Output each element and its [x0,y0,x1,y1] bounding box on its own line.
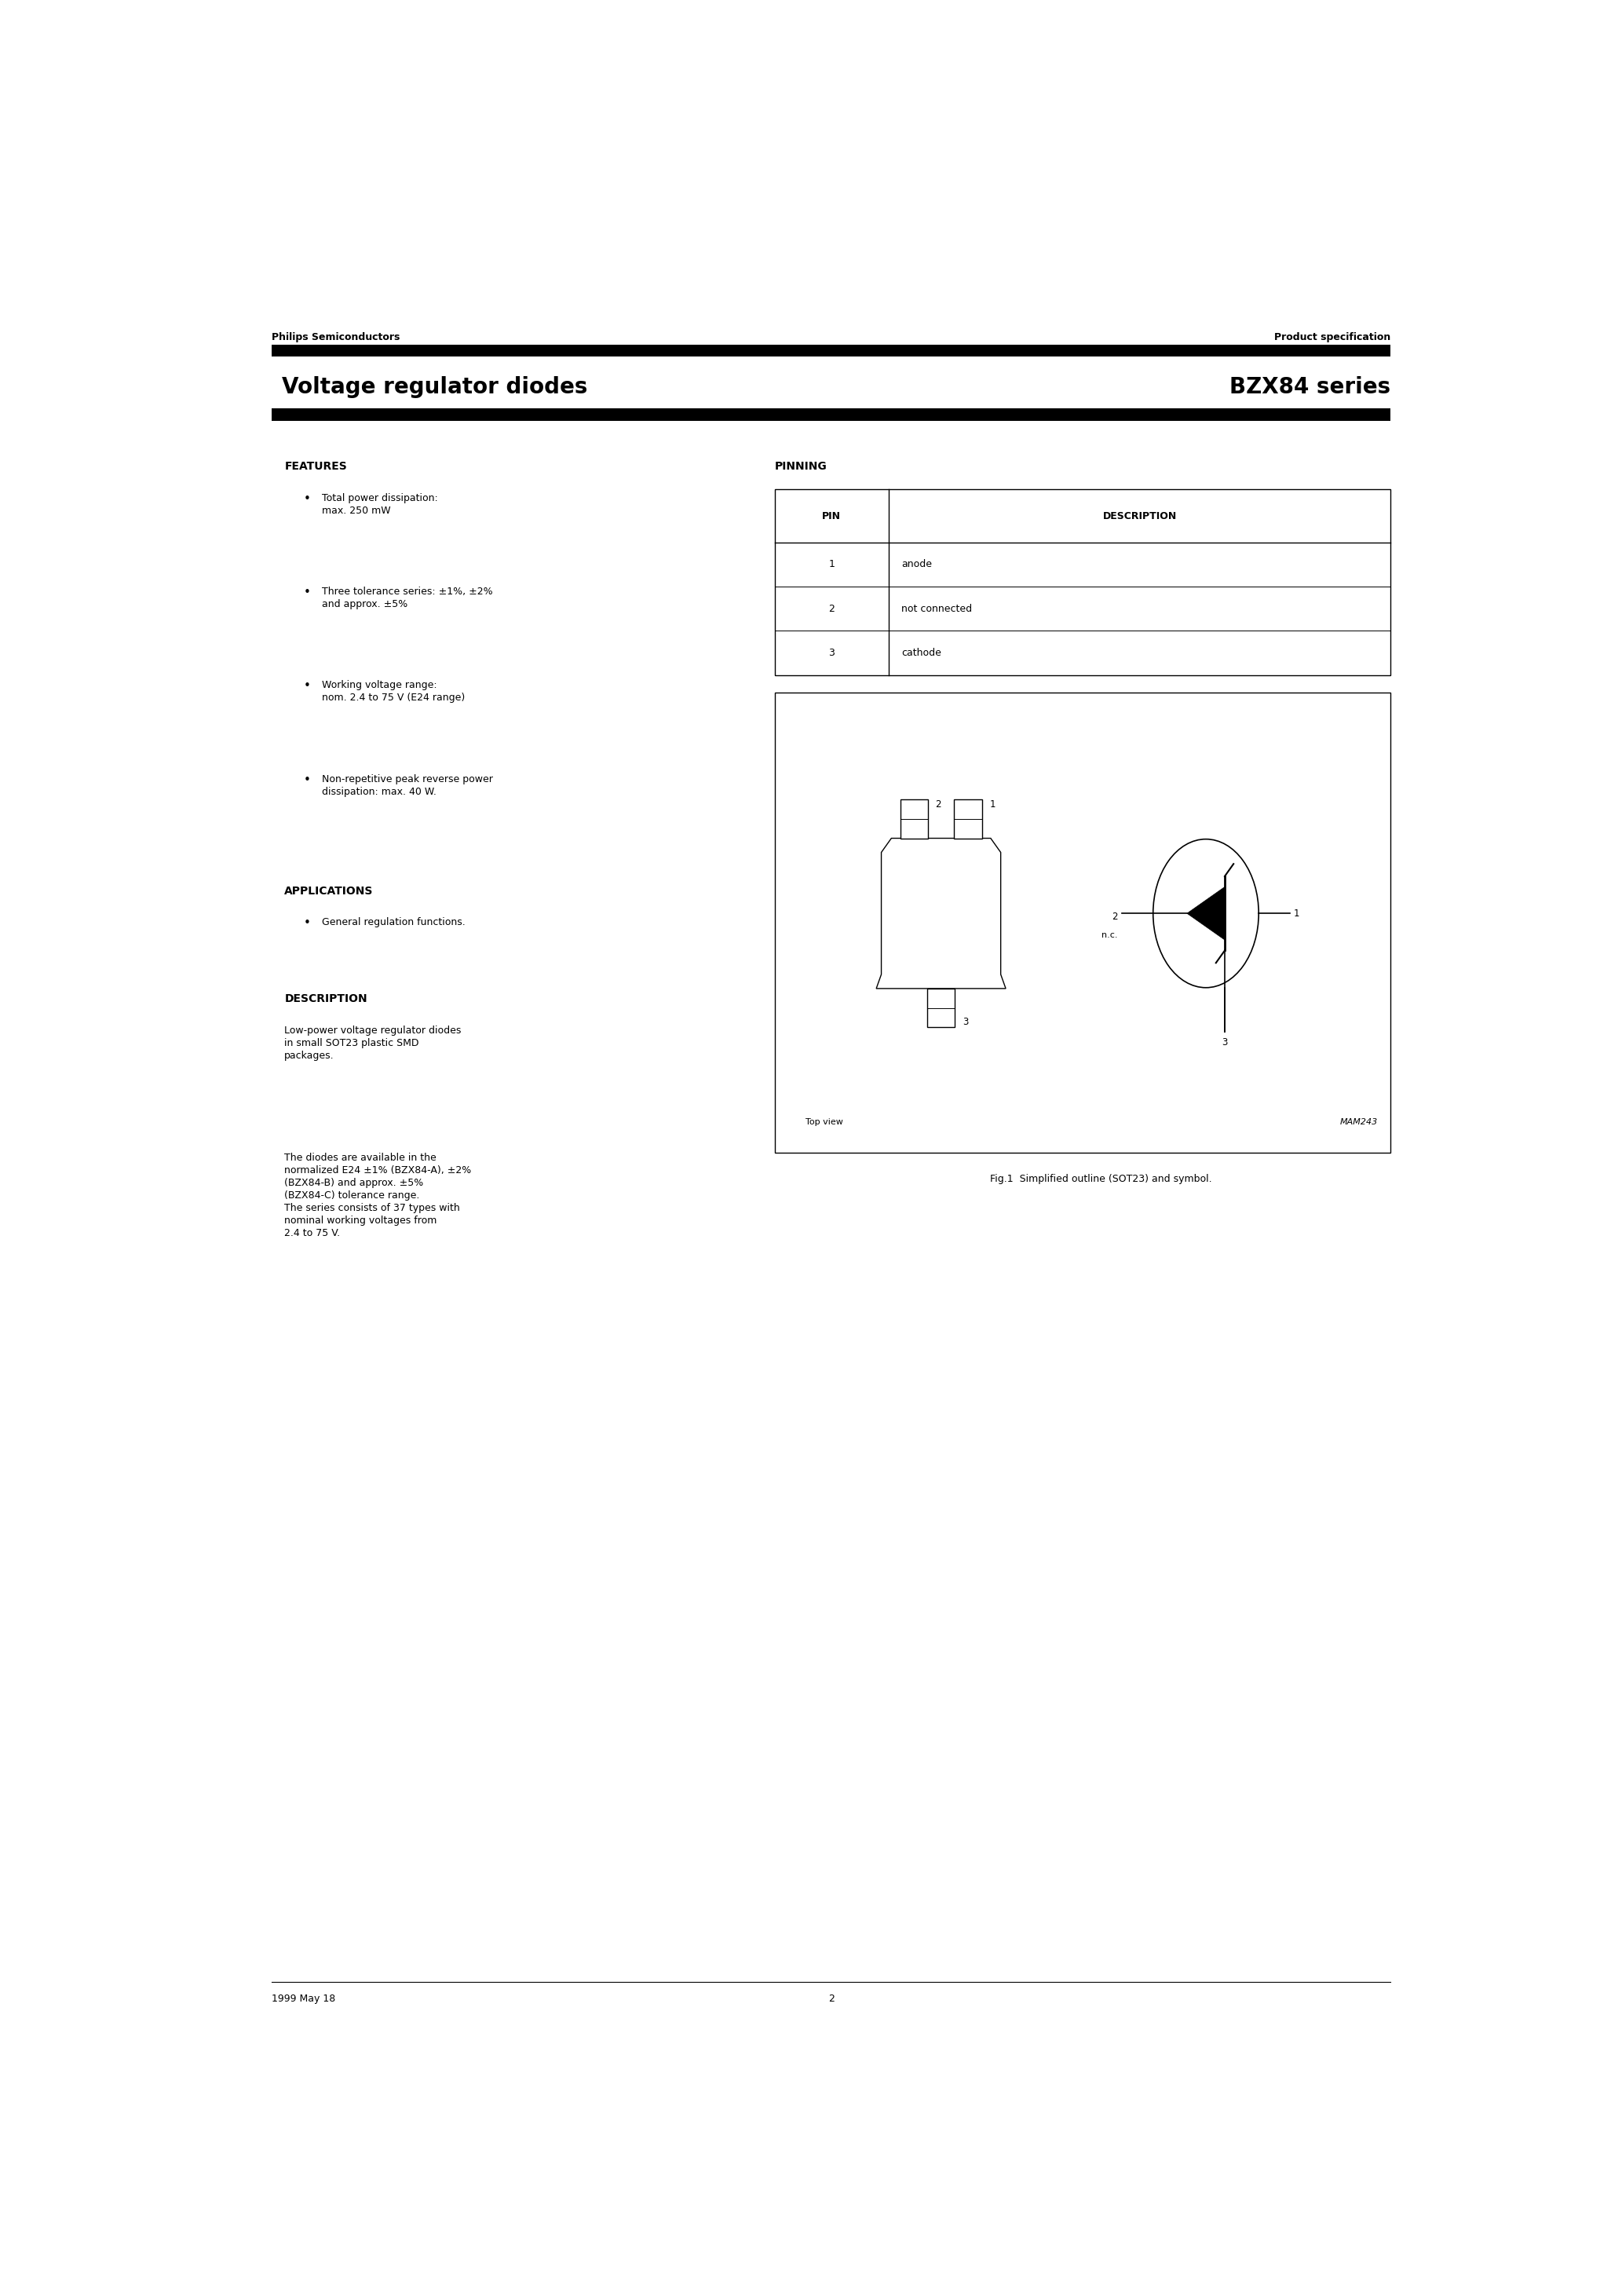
Text: Total power dissipation:
max. 250 mW: Total power dissipation: max. 250 mW [323,494,438,517]
Text: 1: 1 [1294,909,1299,918]
Bar [272,409,1390,420]
Text: anode: anode [902,560,933,569]
Text: 2: 2 [936,799,941,810]
Text: cathode: cathode [902,647,941,659]
Text: not connected: not connected [902,604,972,613]
Text: •: • [303,680,310,691]
Text: n.c.: n.c. [1101,923,1118,939]
Text: 1: 1 [829,560,835,569]
Bar [928,990,955,1026]
Text: 2: 2 [1113,912,1118,923]
Text: 2: 2 [829,604,835,613]
Bar [775,489,1390,675]
Text: •: • [303,588,310,599]
Text: Product specification: Product specification [1275,333,1390,342]
Text: 3: 3 [962,1017,968,1026]
Text: PINNING: PINNING [775,461,827,473]
Text: •: • [303,918,310,930]
Text: Working voltage range:
nom. 2.4 to 75 V (E24 range): Working voltage range: nom. 2.4 to 75 V … [323,680,466,703]
Text: Fig.1  Simplified outline (SOT23) and symbol.: Fig.1 Simplified outline (SOT23) and sym… [991,1173,1212,1185]
Text: 1: 1 [989,799,996,810]
Bar [272,344,1390,356]
Text: 3: 3 [829,647,835,659]
Text: FEATURES: FEATURES [284,461,347,473]
Text: Non-repetitive peak reverse power
dissipation: max. 40 W.: Non-repetitive peak reverse power dissip… [323,774,493,797]
Text: 1999 May 18: 1999 May 18 [272,1993,336,2004]
Text: DESCRIPTION: DESCRIPTION [1103,510,1176,521]
Text: General regulation functions.: General regulation functions. [323,918,466,928]
Text: APPLICATIONS: APPLICATIONS [284,886,373,895]
Text: Top view: Top view [806,1118,843,1125]
Text: Voltage regulator diodes: Voltage regulator diodes [282,377,587,397]
Polygon shape [876,838,1006,990]
Bar [954,799,981,838]
Polygon shape [1187,886,1225,939]
Text: DESCRIPTION: DESCRIPTION [284,994,368,1003]
Text: 3: 3 [1221,1038,1228,1047]
Text: Three tolerance series: ±1%, ±2%
and approx. ±5%: Three tolerance series: ±1%, ±2% and app… [323,588,493,608]
Text: MAM243: MAM243 [1340,1118,1379,1125]
Text: •: • [303,774,310,785]
Text: Low-power voltage regulator diodes
in small SOT23 plastic SMD
packages.: Low-power voltage regulator diodes in sm… [284,1024,461,1061]
Text: •: • [303,494,310,505]
Text: BZX84 series: BZX84 series [1229,377,1390,397]
Bar [775,693,1390,1153]
Text: 2: 2 [829,1993,834,2004]
Bar [900,799,928,838]
Text: PIN: PIN [822,510,842,521]
Text: The diodes are available in the
normalized E24 ±1% (BZX84-A), ±2%
(BZX84-B) and : The diodes are available in the normaliz… [284,1153,472,1238]
Text: Philips Semiconductors: Philips Semiconductors [272,333,401,342]
